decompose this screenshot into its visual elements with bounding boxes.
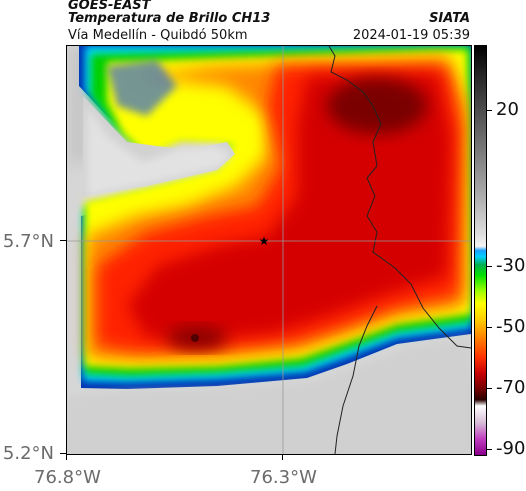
colorbar-label: -90 — [496, 438, 526, 459]
colorbar-label: -30 — [496, 255, 526, 276]
lon-label: 76.3°W — [250, 467, 317, 488]
lat-tick — [60, 240, 66, 241]
route-label: Vía Medellín - Quibdó 50km — [68, 28, 248, 43]
lon-label: 76.8°W — [34, 467, 101, 488]
lat-label: 5.2°N — [2, 443, 54, 464]
satellite-map: ★ — [66, 45, 472, 455]
lon-tick — [282, 454, 283, 460]
datetime-label: 2024-01-19 05:39 — [352, 28, 470, 43]
colorbar-label: -70 — [496, 377, 526, 398]
star-icon: ★ — [259, 234, 270, 248]
clear-sky-pocket — [67, 338, 471, 454]
colorbar-label: -50 — [496, 316, 526, 337]
temperature-field: ★ — [67, 46, 471, 454]
satellite-title: GOES-EAST — [68, 0, 151, 13]
colorbar-tick — [487, 388, 492, 389]
department-boundary — [328, 46, 471, 349]
colorbar-tick — [487, 449, 492, 450]
colorbar-tick — [487, 266, 492, 267]
lat-tick — [60, 453, 66, 454]
department-boundary — [334, 305, 378, 454]
lon-tick — [66, 454, 67, 460]
product-title: Temperatura de Brillo CH13 — [68, 11, 271, 26]
colorbar — [474, 45, 487, 456]
lat-label: 5.7°N — [2, 231, 54, 252]
organization-label: SIATA — [429, 11, 470, 26]
colorbar-tick — [487, 110, 492, 111]
colorbar-label: 20 — [496, 99, 519, 120]
colorbar-tick — [487, 327, 492, 328]
cold-cloud-top — [327, 78, 427, 134]
